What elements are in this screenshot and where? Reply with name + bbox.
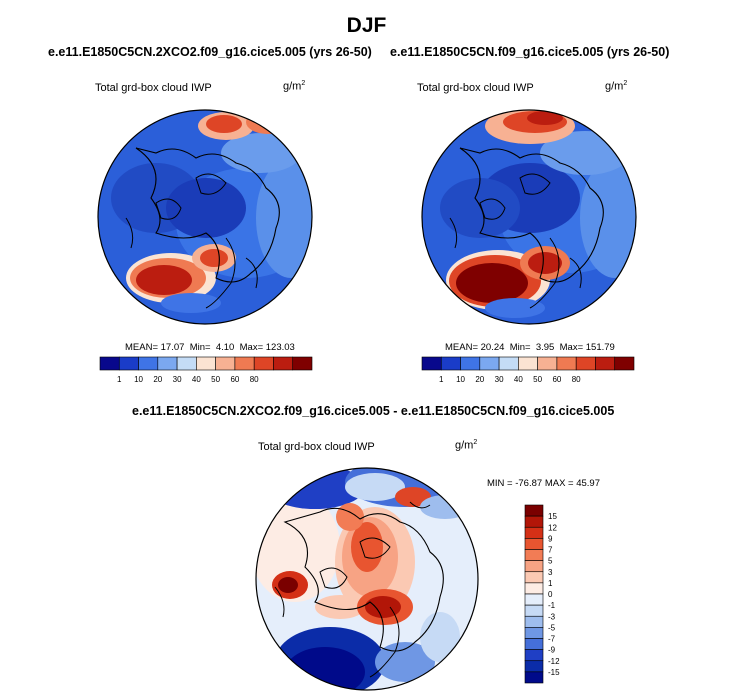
diff-polar-map xyxy=(255,467,479,691)
left-colorbar: 1 10 20 30 40 50 60 80 xyxy=(99,356,313,384)
diff-colorbar-swatch xyxy=(524,649,544,662)
figure-title: DJF xyxy=(346,14,387,37)
diff-case-title: e.e11.E1850C5CN.2XCO2.f09_g16.cice5.005 … xyxy=(132,404,615,418)
diff-colorbar-tick-label: -12 xyxy=(548,657,560,666)
left-colorbar-swatch xyxy=(157,356,178,371)
right-units-label: g/m2 xyxy=(605,80,628,93)
left-colorbar-tick-label: 1 xyxy=(117,375,122,384)
right-colorbar: 1 10 20 30 40 50 60 80 xyxy=(421,356,635,384)
right-colorbar-swatch xyxy=(518,356,538,371)
right-colorbar-tick-label: 30 xyxy=(495,375,504,384)
right-colorbar-tick-label: 50 xyxy=(533,375,542,384)
right-colorbar-swatch xyxy=(421,356,442,371)
diff-colorbar-tick-label: -7 xyxy=(548,635,556,644)
diff-colorbar-swatch xyxy=(524,615,544,628)
left-colorbar-swatch xyxy=(234,356,255,371)
right-stats: MEAN= 20.24 Min= 3.95 Max= 151.79 xyxy=(445,342,615,353)
right-colorbar-swatch xyxy=(537,356,558,371)
right-colorbar-tick-label: 40 xyxy=(514,375,523,384)
left-variable-label: Total grd-box cloud IWP xyxy=(95,82,212,94)
diff-colorbar-swatch xyxy=(524,526,544,539)
diff-colorbar-tick-label: 1 xyxy=(548,579,553,588)
left-colorbar-swatch xyxy=(292,356,313,371)
right-colorbar-swatch xyxy=(440,356,461,371)
left-colorbar-swatch xyxy=(273,356,294,371)
diff-colorbar-tick-label: 5 xyxy=(548,557,553,566)
left-polar-map xyxy=(97,109,313,325)
diff-colorbar-swatch xyxy=(524,538,544,550)
left-colorbar-tick-label: 60 xyxy=(230,375,239,384)
diff-colorbar-tick-label: 15 xyxy=(548,512,557,521)
left-colorbar-tick-label: 50 xyxy=(211,375,220,384)
diff-colorbar-swatch xyxy=(524,504,544,517)
right-colorbar-tick-label: 20 xyxy=(475,375,484,384)
right-colorbar-swatch xyxy=(460,356,481,371)
right-colorbar-tick-label: 60 xyxy=(552,375,561,384)
diff-colorbar-swatch xyxy=(524,638,544,650)
diff-colorbar-tick-label: 0 xyxy=(548,590,553,599)
diff-colorbar-tick-label: -3 xyxy=(548,612,556,621)
left-colorbar-swatch xyxy=(118,356,139,371)
left-colorbar-tick-label: 30 xyxy=(173,375,182,384)
right-colorbar-tick-label: 1 xyxy=(439,375,444,384)
diff-minmax: MIN = -76.87 MAX = 45.97 xyxy=(487,478,601,489)
left-colorbar-swatch xyxy=(138,356,159,371)
diff-colorbar-tick-label: 7 xyxy=(548,546,553,555)
diff-variable-label: Total grd-box cloud IWP xyxy=(258,441,375,453)
diff-colorbar-swatch xyxy=(524,660,544,673)
diff-colorbar-tick-label: 3 xyxy=(548,568,553,577)
diff-colorbar-swatch xyxy=(524,582,544,595)
right-polar-map xyxy=(421,109,637,325)
diff-colorbar-tick-label: 9 xyxy=(548,534,553,543)
right-colorbar-tick-label: 80 xyxy=(572,375,581,384)
left-colorbar-tick-label: 80 xyxy=(250,375,259,384)
left-stats: MEAN= 17.07 Min= 4.10 Max= 123.03 xyxy=(125,342,295,353)
diff-colorbar-tick-label: 12 xyxy=(548,523,557,532)
diff-colorbar-swatch xyxy=(524,549,544,561)
right-colorbar-swatch xyxy=(498,356,519,371)
right-colorbar-swatch xyxy=(614,356,635,371)
diff-colorbar-tick-label: -1 xyxy=(548,601,556,610)
diff-colorbar-swatch xyxy=(524,515,544,528)
right-variable-label: Total grd-box cloud IWP xyxy=(417,82,534,94)
diff-colorbar-tick-label: -5 xyxy=(548,623,556,632)
diff-units-label: g/m2 xyxy=(455,439,478,452)
left-colorbar-tick-label: 20 xyxy=(153,375,162,384)
diff-colorbar-swatch xyxy=(524,627,544,639)
left-units-label: g/m2 xyxy=(283,80,306,93)
left-colorbar-swatch xyxy=(253,356,274,371)
left-colorbar-swatch xyxy=(99,356,120,371)
left-colorbar-tick-label: 10 xyxy=(134,375,143,384)
diff-colorbar-swatch xyxy=(524,571,544,584)
right-case-title: e.e11.E1850C5CN.f09_g16.cice5.005 (yrs 2… xyxy=(390,45,670,59)
diff-colorbar-swatch xyxy=(524,671,544,684)
diff-colorbar-tick-label: -15 xyxy=(548,668,560,677)
diff-colorbar-swatch xyxy=(524,593,544,606)
diff-colorbar: 15 12 9 7 5 3 1 0 -1 -3 -5 -7 -9 -12 -15 xyxy=(524,504,560,684)
left-colorbar-swatch xyxy=(215,356,236,371)
left-colorbar-swatch xyxy=(196,356,216,371)
left-colorbar-swatch xyxy=(176,356,197,371)
diff-colorbar-swatch xyxy=(524,604,544,617)
left-colorbar-tick-label: 40 xyxy=(192,375,201,384)
right-colorbar-swatch xyxy=(556,356,577,371)
right-colorbar-tick-label: 10 xyxy=(456,375,465,384)
diff-colorbar-tick-label: -9 xyxy=(548,646,556,655)
diff-colorbar-swatch xyxy=(524,560,544,573)
left-case-title: e.e11.E1850C5CN.2XCO2.f09_g16.cice5.005 … xyxy=(48,45,372,59)
right-colorbar-swatch xyxy=(595,356,616,371)
right-colorbar-swatch xyxy=(479,356,500,371)
right-colorbar-swatch xyxy=(575,356,596,371)
